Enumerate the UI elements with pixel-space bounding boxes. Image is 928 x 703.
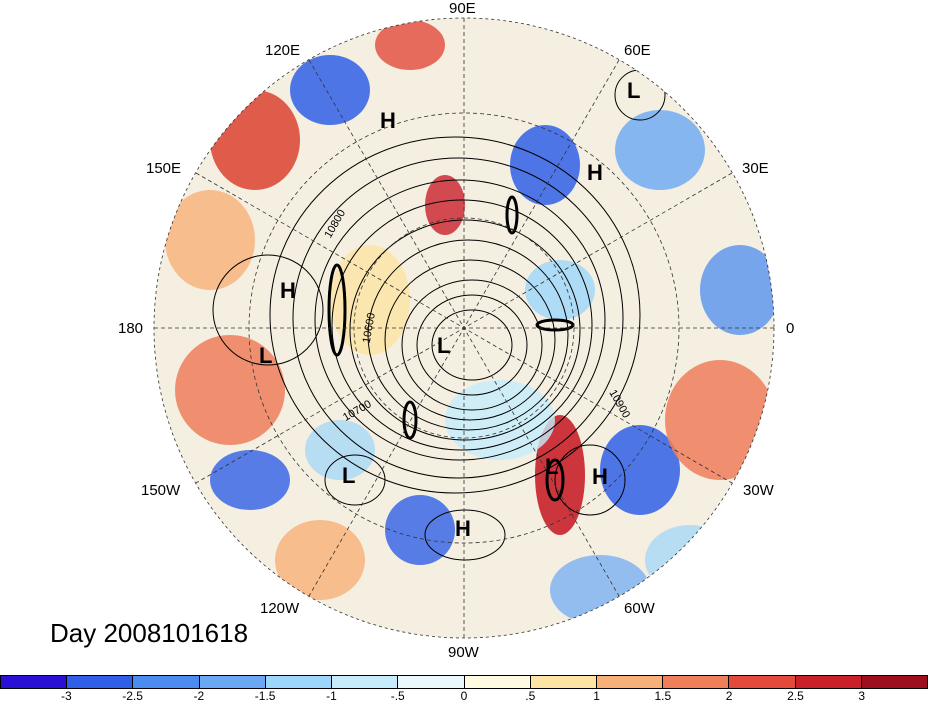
anomaly-field [154, 18, 774, 638]
colorbar-swatch [795, 676, 862, 688]
colorbar-tick-label: 2.5 [787, 689, 804, 703]
longitude-label: 120W [260, 600, 300, 617]
colorbar [0, 675, 928, 689]
pressure-center-label: H [380, 108, 396, 133]
colorbar-tick-label: -1.5 [254, 689, 276, 703]
colorbar-tick-label: -.5 [390, 689, 405, 703]
longitude-label: 60W [624, 600, 655, 617]
colorbar-swatch [265, 676, 333, 688]
longitude-label: 30W [743, 482, 774, 499]
pressure-center-label: H [455, 516, 471, 541]
pressure-center-label: L [437, 333, 451, 358]
colorbar-swatch [332, 676, 399, 688]
colorbar-swatch [663, 676, 730, 688]
graticule [153, 17, 775, 639]
longitude-label: 180 [118, 320, 144, 337]
pressure-center-label: H [592, 464, 608, 489]
pressure-center-label: H [280, 278, 296, 303]
height-contours [212, 69, 666, 561]
colorbar-swatch [199, 676, 266, 688]
longitude-label: 0 [786, 320, 795, 337]
colorbar-swatch [530, 676, 597, 688]
pressure-center-label: L [545, 454, 559, 479]
colorbar-tick-label: 3 [858, 689, 866, 703]
longitude-label: 90E [449, 0, 476, 17]
colorbar-tick-label: 1.5 [654, 689, 672, 703]
longitude-label: 30E [742, 160, 769, 177]
colorbar-tick-label: 0 [460, 689, 468, 703]
longitude-label: 150E [146, 160, 182, 177]
colorbar-swatch [464, 676, 531, 688]
pressure-center-label: L [627, 78, 641, 103]
pressure-center-label: L [342, 463, 356, 488]
colorbar-swatch [861, 676, 928, 688]
colorbar-tick-label: -1 [326, 689, 337, 703]
colorbar-tick-label: -3 [60, 689, 72, 703]
colorbar-swatch [1, 676, 68, 688]
colorbar-tick-label: -2.5 [122, 689, 143, 703]
colorbar-tick-label: .5 [525, 689, 536, 703]
wind-contours [327, 195, 575, 502]
longitude-label: 90W [448, 644, 479, 661]
colorbar-swatch [67, 676, 134, 688]
longitude-label: 60E [624, 42, 651, 59]
colorbar-tick-label: 1 [593, 689, 600, 703]
colorbar-tick-label: -2 [193, 689, 205, 703]
colorbar-tick-label: 2 [725, 689, 733, 703]
colorbar-swatch [133, 676, 200, 688]
longitude-label: 150W [141, 482, 181, 499]
map-title: Day 2008101618 [50, 618, 249, 648]
pressure-center-label: L [259, 343, 273, 368]
colorbar-swatch [729, 676, 796, 688]
colorbar-swatch [398, 676, 465, 688]
pressure-center-label: H [587, 160, 603, 185]
longitude-label: 120E [265, 42, 301, 59]
colorbar-swatch [596, 676, 664, 688]
